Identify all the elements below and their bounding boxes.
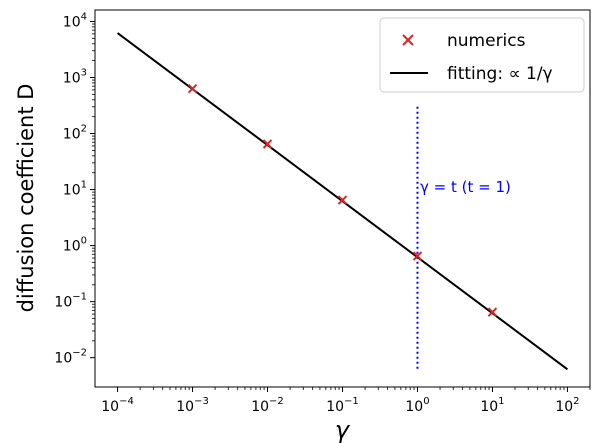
x-axis-label: γ (335, 416, 351, 443)
marker-stroke (262, 139, 273, 149)
y-tick-label: 102 (63, 124, 87, 143)
x-tick-label: 10−3 (176, 396, 209, 415)
y-axis-label: diffusion coefficient D (14, 84, 38, 313)
y-tick-label: 10−1 (54, 292, 87, 311)
marker-stroke (337, 195, 348, 205)
legend-box (379, 17, 585, 93)
y-tick-label: 10−2 (54, 348, 87, 367)
x-tick-label: 102 (555, 396, 579, 415)
data-point-numerics (187, 84, 198, 94)
data-point-numerics (412, 251, 423, 261)
legend-label-numerics: numerics (447, 31, 526, 51)
y-tick-label: 104 (63, 11, 87, 30)
marker-stroke (412, 251, 423, 261)
legend-marker-numerics (402, 34, 414, 46)
x-tick-label: 10−1 (326, 396, 359, 415)
y-tick-label: 103 (63, 67, 87, 86)
x-tick-label: 101 (480, 396, 504, 415)
x-tick-label: 10−4 (101, 396, 134, 415)
data-point-numerics (262, 139, 273, 149)
y-tick-label: 101 (63, 180, 87, 199)
x-tick-label: 100 (405, 396, 429, 415)
x-tick-label: 10−2 (251, 396, 284, 415)
marker-stroke (487, 307, 498, 317)
data-point-numerics (487, 307, 498, 317)
vline-annotation: γ = t (t = 1) (420, 178, 511, 196)
legend: numerics fitting: ∝ 1/γ (379, 17, 585, 93)
marker-stroke (187, 84, 198, 94)
y-tick-label: 100 (63, 236, 87, 255)
legend-label-fitting: fitting: ∝ 1/γ (447, 64, 553, 84)
data-point-numerics (337, 195, 348, 205)
